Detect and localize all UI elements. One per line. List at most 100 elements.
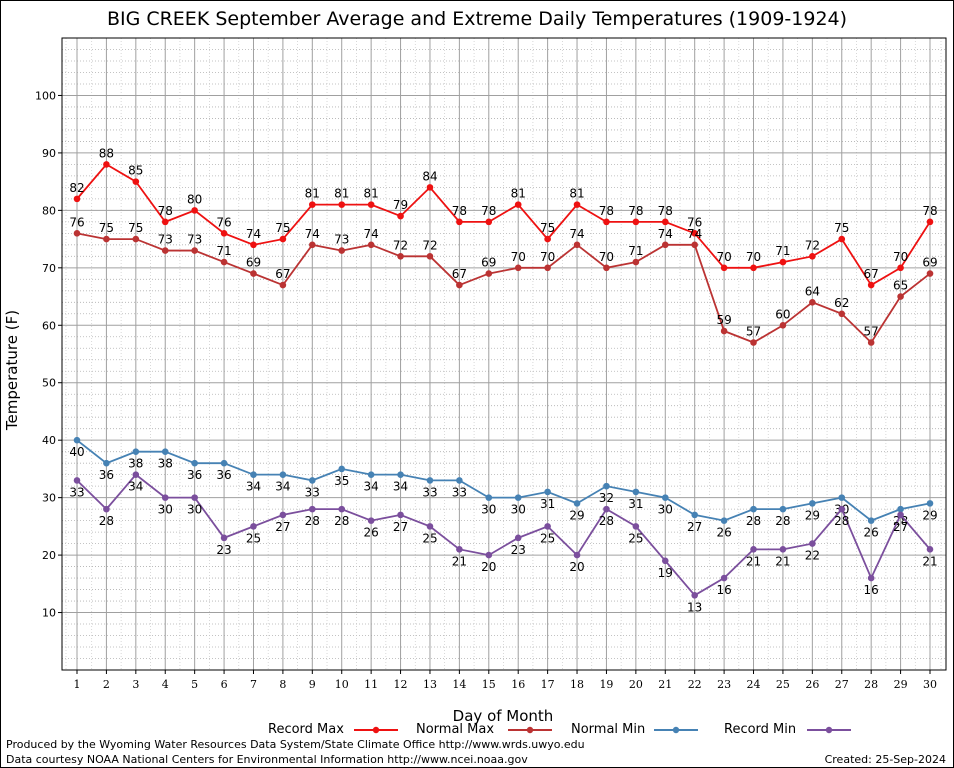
data-point-record-min <box>809 540 816 547</box>
data-point-normal-min <box>809 500 816 507</box>
data-label-normal-max: 74 <box>363 227 378 241</box>
data-point-normal-max <box>250 270 257 277</box>
x-tick-label: 2 <box>103 678 110 691</box>
data-point-record-min <box>897 511 904 519</box>
data-label-record-max: 70 <box>716 250 731 264</box>
data-label-normal-max: 69 <box>246 256 261 270</box>
data-label-record-min: 23 <box>216 543 231 557</box>
data-point-record-min <box>309 505 316 513</box>
data-point-record-min <box>632 523 640 530</box>
data-point-record-max <box>367 201 375 208</box>
data-label-normal-min: 35 <box>334 474 349 488</box>
x-tick-label: 18 <box>570 678 584 691</box>
x-tick-label: 9 <box>309 678 316 691</box>
legend-normal-max: Normal Max <box>416 722 494 737</box>
data-label-record-min: 21 <box>775 554 790 568</box>
x-tick-label: 22 <box>688 678 702 691</box>
data-label-record-max: 76 <box>216 215 231 229</box>
data-point-record-max <box>220 230 228 237</box>
data-point-record-max <box>191 207 198 214</box>
x-tick-label: 17 <box>541 678 555 691</box>
x-tick-label: 24 <box>747 678 761 691</box>
data-label-normal-max: 60 <box>775 307 790 321</box>
data-label-record-min: 28 <box>305 514 320 528</box>
x-tick-label: 13 <box>423 678 437 691</box>
data-point-normal-max <box>809 298 816 306</box>
data-label-record-min: 22 <box>805 549 820 563</box>
data-label-record-max: 85 <box>128 164 143 178</box>
data-label-record-max: 78 <box>481 204 496 218</box>
data-point-normal-max <box>456 281 463 289</box>
legend-label-normal-min: Normal Min <box>571 722 646 737</box>
x-tick-label: 4 <box>162 678 169 691</box>
data-point-normal-max <box>103 235 110 243</box>
data-point-normal-min <box>750 505 757 513</box>
data-point-normal-min <box>691 511 698 519</box>
data-label-record-min: 19 <box>658 566 673 580</box>
data-label-record-max: 78 <box>922 204 937 218</box>
data-label-normal-min: 29 <box>569 508 584 522</box>
data-point-normal-min <box>191 459 198 467</box>
data-point-record-max <box>514 201 522 208</box>
data-point-record-min <box>544 523 551 530</box>
data-point-record-min <box>250 523 257 530</box>
footer-data-source: Data courtesy NOAA National Centers for … <box>6 753 528 766</box>
x-tick-label: 6 <box>221 678 228 691</box>
data-point-record-max <box>632 218 640 226</box>
data-label-record-max: 80 <box>187 192 202 206</box>
legend-swatch-record-max <box>354 726 398 734</box>
footer-producer: Produced by the Wyoming Water Resources … <box>6 738 585 751</box>
y-tick-label: 90 <box>42 147 56 160</box>
data-point-normal-min <box>397 471 404 478</box>
data-point-normal-max <box>514 264 522 272</box>
data-point-record-max <box>426 184 434 191</box>
data-point-normal-max <box>544 264 551 272</box>
data-label-normal-min: 36 <box>187 468 202 482</box>
data-label-record-max: 71 <box>775 244 790 258</box>
data-label-normal-min: 36 <box>216 468 231 482</box>
footer-created-date: Created: 25-Sep-2024 <box>824 753 946 766</box>
data-point-normal-min <box>779 505 787 513</box>
x-axis-label: Day of Month <box>452 707 554 725</box>
data-label-normal-max: 71 <box>628 244 643 258</box>
data-label-normal-max: 73 <box>334 233 349 247</box>
x-tick-label: 15 <box>482 678 496 691</box>
data-point-record-max <box>661 218 669 226</box>
data-point-normal-min <box>250 471 257 478</box>
data-label-normal-min: 40 <box>69 445 84 459</box>
data-label-record-min: 23 <box>511 543 526 557</box>
data-label-record-max: 75 <box>834 221 849 235</box>
data-point-record-min <box>426 523 434 530</box>
y-tick-label: 50 <box>42 377 56 390</box>
data-point-normal-min <box>897 505 904 513</box>
data-label-record-min: 30 <box>158 503 173 517</box>
data-label-record-min: 25 <box>540 531 555 545</box>
data-point-normal-min <box>220 459 228 467</box>
data-point-normal-max <box>661 241 669 249</box>
data-point-normal-max <box>603 264 610 272</box>
data-label-record-max: 88 <box>99 146 114 160</box>
x-tick-label: 5 <box>191 678 198 691</box>
data-label-record-min: 27 <box>393 520 408 534</box>
data-label-record-max: 70 <box>746 250 761 264</box>
x-tick-label: 19 <box>599 678 613 691</box>
data-point-normal-min <box>309 477 316 484</box>
data-point-record-min <box>720 574 728 582</box>
data-point-normal-max <box>720 327 728 335</box>
data-label-record-max: 75 <box>275 221 290 235</box>
data-label-normal-min: 33 <box>422 485 437 499</box>
data-point-normal-min <box>720 517 728 524</box>
data-point-record-max <box>838 235 846 243</box>
data-point-record-max <box>603 218 610 226</box>
legend-swatch-record-min <box>807 726 851 734</box>
data-point-record-max <box>338 201 346 208</box>
data-point-record-max <box>485 218 493 226</box>
x-tick-label: 10 <box>335 678 349 691</box>
series-line-record-max <box>76 163 931 287</box>
x-tick-label: 7 <box>250 678 257 691</box>
data-label-record-max: 78 <box>599 204 614 218</box>
data-point-normal-max <box>73 230 81 237</box>
data-label-normal-max: 74 <box>569 227 584 241</box>
data-label-record-min: 20 <box>569 560 584 574</box>
data-label-normal-min: 29 <box>805 508 820 522</box>
